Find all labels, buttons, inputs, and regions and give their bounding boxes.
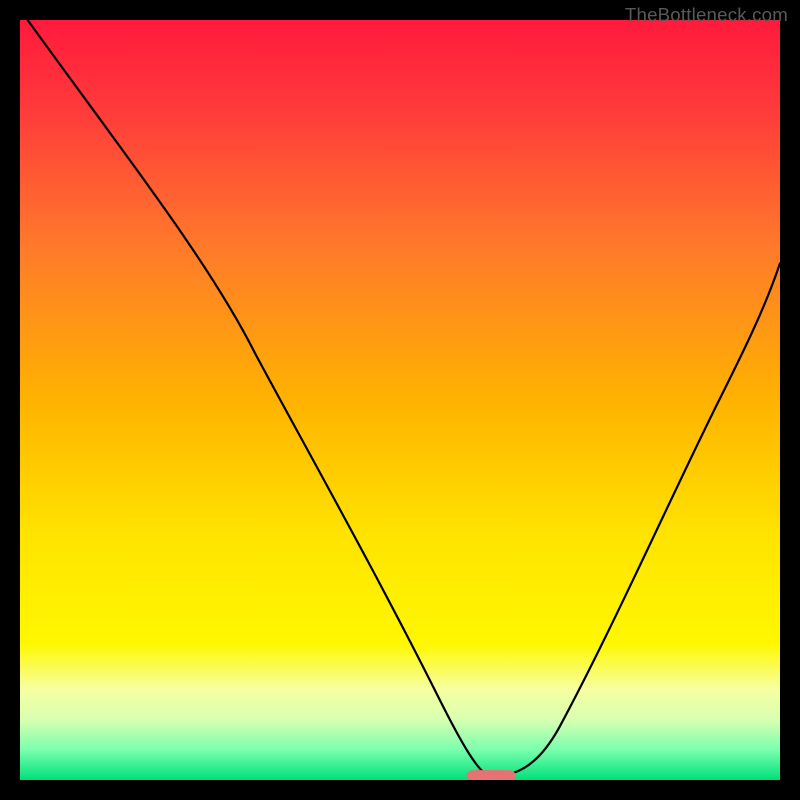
- chart-stage: TheBottleneck.com: [0, 0, 800, 800]
- watermark-text: TheBottleneck.com: [625, 4, 788, 26]
- plot-area: [20, 20, 780, 780]
- bottleneck-chart: [0, 0, 800, 800]
